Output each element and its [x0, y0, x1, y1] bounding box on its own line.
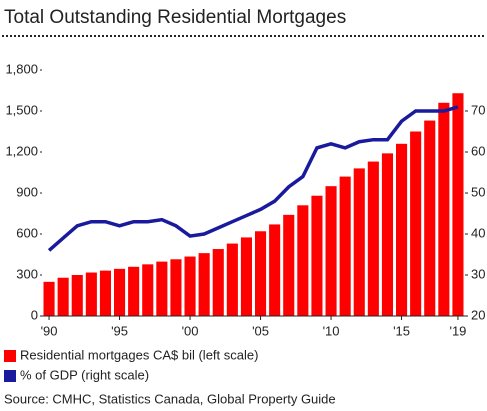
bar — [85, 272, 97, 316]
bar — [198, 253, 210, 316]
bar — [156, 261, 168, 316]
x-tick-label: '95 — [111, 323, 128, 338]
legend-swatch — [4, 350, 16, 362]
y2-tick-label: 50 — [471, 184, 485, 199]
bar — [114, 268, 126, 316]
x-tick-label: '19 — [449, 323, 466, 338]
bar — [240, 237, 252, 316]
bar — [226, 243, 238, 316]
x-tick-label: '15 — [393, 323, 410, 338]
bar — [339, 176, 351, 316]
bar — [424, 120, 436, 316]
bar — [410, 131, 422, 316]
line — [47, 105, 459, 252]
legend-label: Residential mortgages CA$ bil (left scal… — [20, 347, 258, 362]
y2-tick-label: 20 — [471, 307, 485, 322]
y-tick-label: 1,500 — [5, 102, 38, 117]
bar — [269, 224, 281, 316]
y-tick-label: 600 — [16, 225, 38, 240]
bar — [381, 153, 393, 316]
bar — [43, 281, 55, 316]
bar — [325, 186, 337, 316]
source: Source: CMHC, Statistics Canada, Global … — [4, 391, 336, 406]
legend-swatch — [4, 370, 16, 382]
y-tick-label: 1,200 — [5, 143, 38, 158]
bar — [128, 266, 140, 316]
x-tick-label: '10 — [323, 323, 340, 338]
bar — [396, 143, 408, 316]
bar — [311, 195, 323, 316]
bar — [184, 256, 196, 316]
y2-tick-label: 60 — [471, 143, 485, 158]
bar — [99, 270, 111, 316]
y2-tick-label: 30 — [471, 266, 485, 281]
legend-label: % of GDP (right scale) — [20, 367, 149, 382]
y-tick-label: 300 — [16, 266, 38, 281]
y-tick-label: 1,800 — [5, 61, 38, 76]
bar — [57, 277, 69, 316]
bar — [255, 231, 267, 316]
bar — [71, 275, 83, 316]
y-tick-label: 0 — [31, 307, 38, 322]
bar — [170, 259, 182, 316]
chart-title: Total Outstanding Residential Mortgages — [4, 7, 346, 28]
x-tick-label: '05 — [252, 323, 269, 338]
bar — [367, 161, 379, 316]
bar — [438, 102, 450, 316]
y2-tick-label: 70 — [471, 102, 485, 117]
x-tick-label: '90 — [41, 323, 58, 338]
bar — [452, 93, 464, 316]
y-tick-label: 900 — [16, 184, 38, 199]
bar — [353, 168, 365, 316]
bar — [142, 264, 154, 316]
x-tick-label: '00 — [182, 323, 199, 338]
bar — [283, 214, 295, 316]
bar — [297, 205, 309, 316]
bar — [212, 249, 224, 316]
y2-tick-label: 40 — [471, 225, 485, 240]
